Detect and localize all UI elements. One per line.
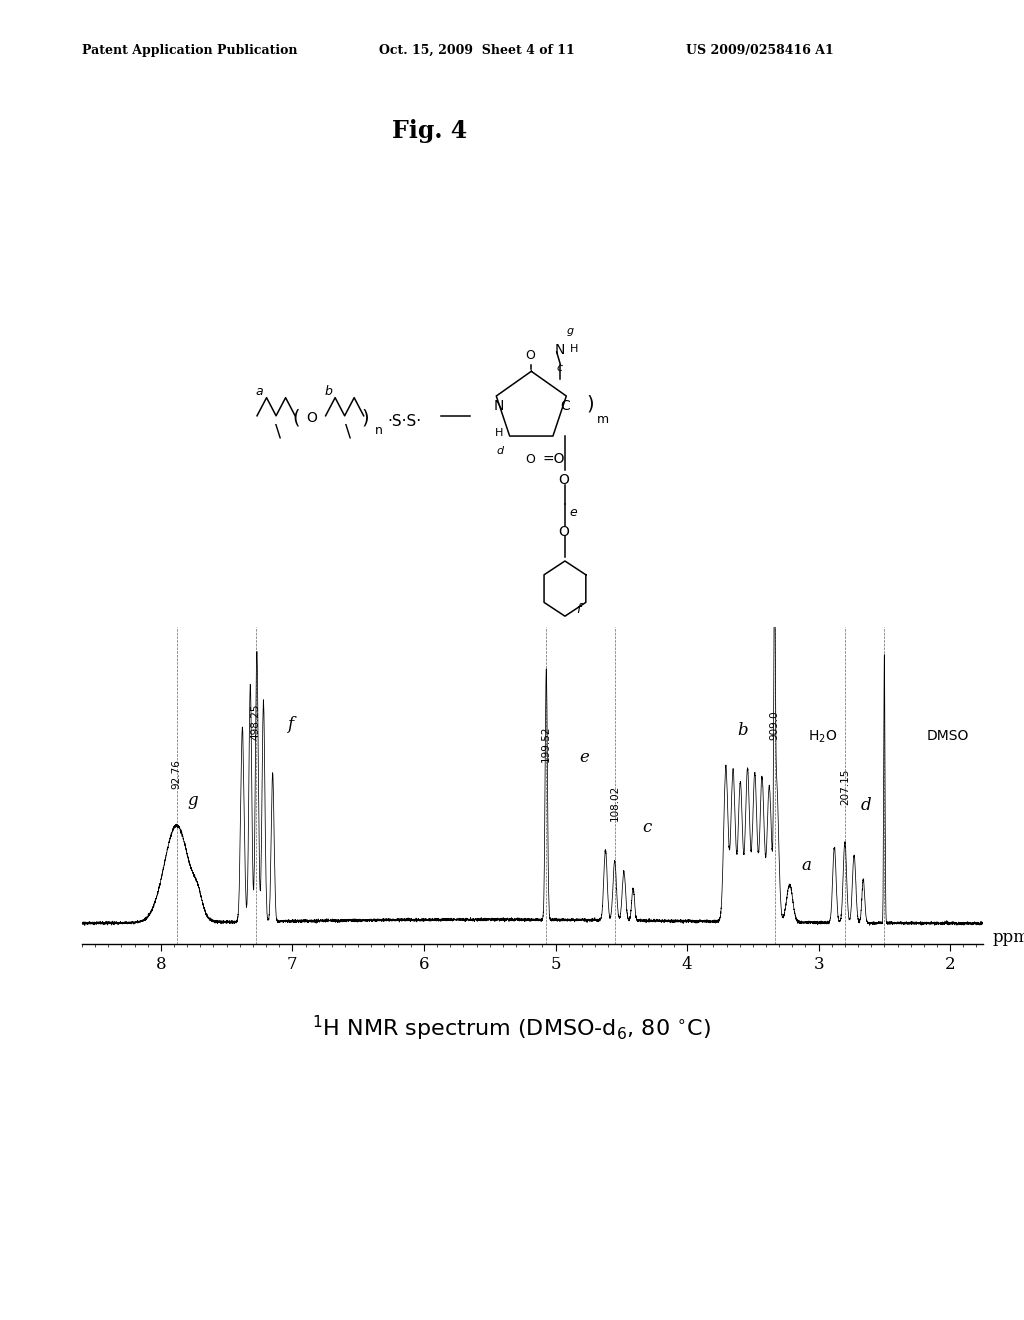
Text: 207.15: 207.15 [840, 768, 850, 805]
Text: c: c [642, 818, 651, 836]
Text: ppm: ppm [992, 929, 1024, 946]
Text: 92.76: 92.76 [172, 759, 181, 789]
Text: d: d [497, 446, 504, 455]
Text: f: f [575, 603, 581, 616]
Text: H: H [496, 428, 504, 438]
Text: US 2009/0258416 A1: US 2009/0258416 A1 [686, 44, 834, 57]
Text: 108.02: 108.02 [609, 785, 620, 821]
Text: O: O [558, 473, 569, 487]
Text: C: C [560, 399, 570, 413]
Text: 199.52: 199.52 [542, 725, 551, 762]
Text: e: e [580, 748, 589, 766]
Text: f: f [287, 717, 293, 734]
Text: DMSO: DMSO [927, 729, 969, 743]
Text: 498.25: 498.25 [251, 704, 260, 741]
Text: m: m [597, 413, 609, 426]
Text: \: \ [345, 422, 351, 440]
Text: ): ) [361, 408, 370, 428]
Text: O: O [306, 411, 317, 425]
Text: g: g [567, 326, 574, 337]
Text: c: c [557, 363, 563, 372]
Text: ): ) [586, 395, 594, 414]
Text: a: a [802, 857, 811, 874]
Text: H: H [569, 345, 578, 354]
Text: b: b [325, 385, 332, 399]
Text: Patent Application Publication: Patent Application Publication [82, 44, 297, 57]
Text: O: O [525, 350, 535, 362]
Text: (: ( [292, 408, 299, 428]
Text: ·S·S·: ·S·S· [387, 414, 421, 429]
Text: $^{1}$H NMR spectrum (DMSO-d$_{6}$, 80 $^{\circ}$C): $^{1}$H NMR spectrum (DMSO-d$_{6}$, 80 $… [312, 1014, 712, 1043]
Text: O: O [558, 524, 569, 539]
Text: Fig. 4: Fig. 4 [392, 119, 468, 143]
Text: =O: =O [543, 451, 565, 466]
Text: a: a [256, 385, 263, 399]
Text: Oct. 15, 2009  Sheet 4 of 11: Oct. 15, 2009 Sheet 4 of 11 [379, 44, 574, 57]
Text: 909.0: 909.0 [769, 710, 779, 741]
Text: N: N [494, 399, 504, 413]
Text: g: g [187, 792, 198, 809]
Text: H$_2$O: H$_2$O [808, 729, 838, 744]
Text: N: N [554, 343, 564, 358]
Text: n: n [375, 424, 382, 437]
Text: e: e [569, 506, 578, 519]
Text: d: d [861, 797, 871, 814]
Text: b: b [737, 722, 748, 739]
Text: \: \ [274, 422, 281, 440]
Text: O: O [525, 453, 535, 466]
